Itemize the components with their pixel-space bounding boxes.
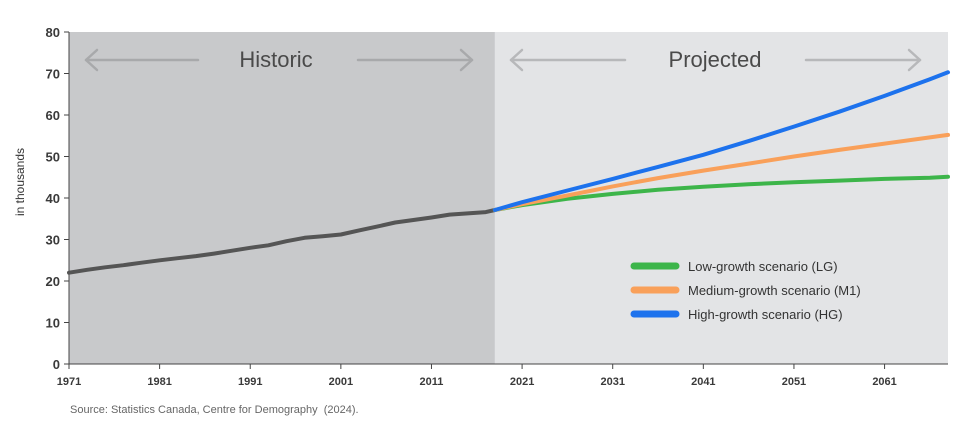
legend-label-low-growth-scenario-lg: Low-growth scenario (LG) — [688, 259, 838, 274]
y-tick-label: 0 — [53, 357, 60, 372]
legend-label-medium-growth-scenario-m1: Medium-growth scenario (M1) — [688, 283, 861, 298]
legend-label-high-growth-scenario-hg: High-growth scenario (HG) — [688, 307, 843, 322]
series-line-high-growth-scenario-hg — [492, 70, 950, 212]
x-tick-label: 2021 — [510, 376, 534, 388]
y-tick-label: 60 — [46, 108, 60, 123]
projected-range-arrows — [509, 48, 922, 72]
projected-region-label: Projected — [669, 47, 762, 72]
x-tick-label: 2041 — [691, 376, 715, 388]
legend: Low-growth scenario (LG) Medium-growth sc… — [630, 259, 861, 322]
historic-region-label: Historic — [239, 47, 312, 72]
historic-left-arrowhead — [84, 48, 99, 72]
y-tick-label: 80 — [46, 25, 60, 40]
x-tick-label: 2061 — [872, 376, 896, 388]
series-line-low-growth-scenario-lg — [492, 174, 950, 212]
source-note: Source: Statistics Canada, Centre for De… — [70, 404, 359, 416]
x-tick-label: 1971 — [57, 376, 81, 388]
series-lines — [67, 70, 950, 275]
projected-left-arrowhead — [509, 48, 524, 72]
y-axis: 0 10 20 30 40 50 60 70 80 — [46, 25, 70, 372]
region-backgrounds — [69, 32, 948, 364]
y-axis-title: in thousands — [13, 148, 27, 216]
x-tick-label: 2001 — [329, 376, 353, 388]
x-tick-label: 1991 — [238, 376, 262, 388]
x-tick-label: 2031 — [600, 376, 624, 388]
projected-right-arrowhead — [907, 48, 922, 72]
y-tick-label: 10 — [46, 316, 60, 331]
y-tick-label: 20 — [46, 274, 60, 289]
x-tick-label: 1981 — [147, 376, 171, 388]
y-tick-label: 70 — [46, 67, 60, 82]
historic-right-arrowhead — [459, 48, 474, 72]
historic-range-arrows — [84, 48, 474, 72]
y-tick-label: 30 — [46, 233, 60, 248]
series-line-historic — [67, 208, 497, 275]
x-tick-label: 2011 — [420, 376, 444, 388]
historic-region-background — [69, 32, 495, 364]
x-tick-label: 2051 — [782, 376, 806, 388]
y-tick-label: 40 — [46, 191, 60, 206]
series-line-medium-growth-scenario-m1 — [492, 132, 950, 212]
x-axis: 1971 1981 1991 2001 2011 2021 2031 2041 2051 2061 — [57, 363, 948, 388]
y-tick-label: 50 — [46, 150, 60, 165]
